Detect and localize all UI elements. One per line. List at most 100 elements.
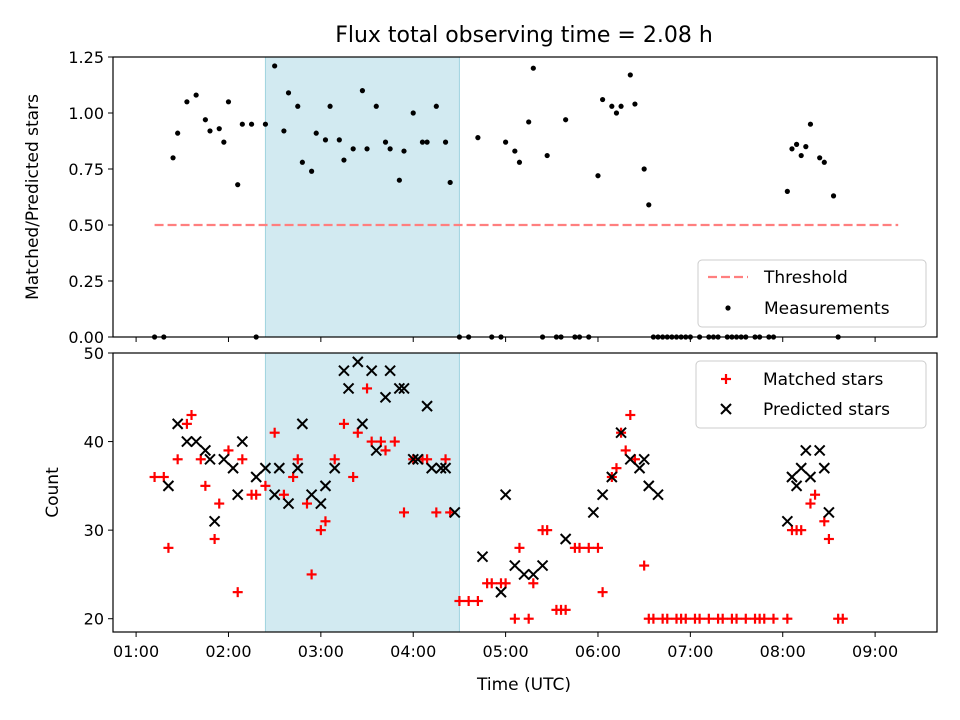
measurement-point bbox=[216, 126, 222, 132]
matched-star-point bbox=[209, 534, 220, 544]
predicted-star-point bbox=[227, 462, 239, 474]
measurement-point bbox=[512, 148, 518, 154]
matched-star-point bbox=[583, 542, 594, 553]
top-panel: 0.00 0.25 0.50 0.75 1.00 1.25 Matched/Predicte… bbox=[23, 48, 938, 347]
measurement-point bbox=[207, 128, 213, 134]
matched-star-point bbox=[389, 436, 400, 447]
measurement-point bbox=[295, 103, 301, 109]
observing-window-shade bbox=[264, 56, 460, 338]
x-tick-label: 03:00 bbox=[298, 642, 344, 661]
predicted-star-point bbox=[232, 489, 244, 501]
predicted-star-point bbox=[435, 462, 447, 474]
matched-star-point bbox=[694, 613, 705, 624]
measurement-point bbox=[272, 63, 278, 69]
predicted-star-point bbox=[536, 559, 549, 572]
measurement-point bbox=[632, 101, 638, 107]
x-b bbox=[236, 435, 249, 448]
predicted-star-point bbox=[379, 391, 392, 403]
measurement-point bbox=[401, 148, 407, 154]
predicted-star-point bbox=[652, 489, 664, 501]
x-b bbox=[352, 356, 364, 368]
x-b bbox=[315, 497, 327, 510]
legend-measurement-label: Measurements bbox=[764, 299, 890, 319]
matched-star-point bbox=[542, 525, 553, 536]
predicted-star-point bbox=[527, 568, 540, 581]
predicted-star-point bbox=[804, 471, 817, 483]
predicted-star-point bbox=[393, 382, 406, 395]
x-b bbox=[800, 444, 812, 457]
matched-star-point bbox=[639, 560, 650, 571]
predicted-star-point bbox=[800, 444, 812, 457]
predicted-star-point bbox=[518, 568, 530, 581]
x-b bbox=[204, 453, 216, 465]
predicted-star-point bbox=[190, 435, 202, 448]
predicted-star-point bbox=[328, 462, 341, 474]
matched-star-point bbox=[366, 436, 377, 447]
x-tick-label: 09:00 bbox=[852, 642, 898, 661]
x-b bbox=[328, 462, 341, 474]
predicted-star-point bbox=[296, 418, 309, 430]
axes-frame bbox=[112, 56, 938, 338]
matched-star-point bbox=[278, 489, 289, 500]
predicted-star-point bbox=[315, 497, 327, 510]
predicted-star-point bbox=[633, 462, 646, 474]
x-b bbox=[292, 462, 304, 474]
y-tick-label: 0.25 bbox=[68, 272, 104, 291]
matched-star-point bbox=[200, 480, 211, 491]
measurement-point bbox=[830, 193, 837, 199]
plot-area bbox=[149, 356, 848, 624]
x-tick-label: 05:00 bbox=[483, 642, 529, 661]
matched-star-point bbox=[740, 613, 751, 624]
x-tick-label: 07:00 bbox=[667, 642, 713, 661]
matched-star-point bbox=[837, 613, 848, 624]
measurement-point bbox=[447, 179, 453, 186]
x-b bbox=[319, 480, 332, 492]
matched-star-point bbox=[232, 587, 243, 598]
measurement-point bbox=[503, 139, 509, 145]
x-b bbox=[804, 471, 817, 483]
predicted-star-point bbox=[398, 382, 410, 395]
measurement-point bbox=[595, 173, 601, 179]
matched-star-point bbox=[306, 569, 317, 580]
predicted-star-point bbox=[421, 400, 433, 412]
matched-star-point bbox=[315, 525, 326, 536]
x-tick-label: 02:00 bbox=[205, 642, 251, 661]
measurement-point bbox=[817, 155, 823, 161]
matched-star-point bbox=[292, 454, 303, 465]
matched-star-point bbox=[398, 507, 409, 518]
x-b bbox=[342, 382, 355, 395]
matched-star-point bbox=[768, 613, 779, 624]
observing-window-shade bbox=[264, 352, 460, 633]
x-b bbox=[259, 462, 272, 474]
matched-star-point bbox=[560, 604, 571, 615]
matched-star-point bbox=[288, 472, 299, 482]
matched-star-point bbox=[163, 542, 174, 553]
predicted-star-point bbox=[407, 453, 419, 465]
measurement-point bbox=[803, 144, 809, 150]
predicted-star-point bbox=[813, 444, 826, 457]
x-tick-label: 08:00 bbox=[760, 642, 806, 661]
x-b bbox=[509, 559, 521, 572]
predicted-star-point bbox=[587, 506, 600, 519]
predicted-star-point bbox=[319, 480, 332, 492]
measurement-point bbox=[798, 152, 804, 159]
x-b bbox=[527, 568, 540, 581]
measurement-point bbox=[609, 103, 615, 109]
predicted-star-point bbox=[338, 365, 350, 377]
matched-star-point bbox=[662, 613, 673, 624]
matched-star-point bbox=[186, 410, 197, 420]
matched-star-point bbox=[237, 454, 248, 465]
x-b bbox=[250, 471, 262, 483]
measurement-point bbox=[387, 146, 393, 152]
predicted-star-point bbox=[282, 497, 295, 510]
y-tick-label: 40 bbox=[84, 433, 104, 452]
y-tick-label: 20 bbox=[84, 610, 104, 629]
y-tick-label: 30 bbox=[84, 521, 104, 540]
x-b bbox=[273, 462, 285, 474]
measurement-point bbox=[175, 130, 181, 136]
matched-star-point bbox=[819, 516, 830, 527]
measurement-point bbox=[313, 130, 319, 136]
measurement-point bbox=[784, 188, 790, 194]
legend-threshold-label: Threshold bbox=[763, 268, 848, 288]
x-b bbox=[208, 515, 221, 527]
